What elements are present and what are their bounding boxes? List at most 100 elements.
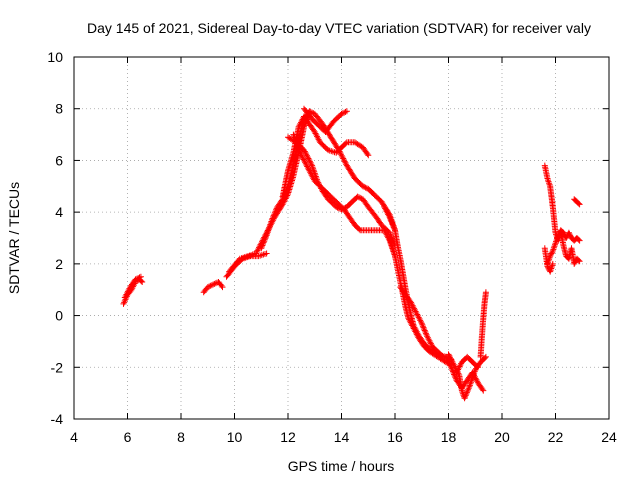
data-point — [204, 284, 211, 291]
data-point — [362, 184, 369, 191]
data-point — [293, 139, 300, 145]
data-point — [306, 158, 313, 165]
data-point — [462, 392, 469, 399]
data-point — [338, 110, 345, 117]
data-point — [261, 236, 268, 243]
data-point — [389, 221, 396, 228]
chart-title: Day 145 of 2021, Sidereal Day-to-day VTE… — [87, 20, 591, 36]
data-point — [480, 387, 487, 394]
data-point — [359, 183, 366, 190]
data-point — [563, 235, 570, 241]
data-point — [548, 250, 555, 257]
data-point — [300, 156, 307, 163]
data-point — [342, 140, 349, 147]
data-point — [303, 162, 310, 169]
data-point — [575, 257, 582, 264]
data-point — [549, 260, 556, 267]
data-points — [120, 105, 583, 402]
data-point — [278, 197, 285, 204]
data-point — [481, 355, 488, 361]
x-tick-label: 14 — [334, 429, 350, 445]
y-tick-label: 6 — [55, 152, 63, 168]
data-point — [341, 158, 348, 165]
data-point — [271, 209, 278, 216]
data-point — [576, 201, 583, 208]
data-point — [208, 282, 215, 289]
data-point — [210, 281, 217, 288]
data-point — [302, 160, 309, 167]
data-point — [389, 220, 395, 227]
data-point — [571, 259, 578, 266]
data-point — [341, 109, 348, 116]
data-point — [473, 363, 480, 370]
data-point — [273, 206, 280, 213]
x-tick-label: 20 — [494, 429, 510, 445]
data-point — [567, 232, 574, 239]
data-point — [576, 258, 583, 265]
data-point — [474, 364, 481, 371]
x-tick-label: 18 — [441, 429, 457, 445]
data-point — [544, 263, 551, 270]
data-point — [575, 200, 582, 207]
data-point — [560, 229, 567, 236]
data-point — [306, 157, 313, 163]
y-tick-label: -2 — [51, 359, 64, 375]
data-point — [479, 386, 486, 393]
x-tick-label: 12 — [280, 429, 296, 445]
data-point — [207, 282, 214, 289]
grid-lines — [74, 57, 609, 419]
data-point — [356, 226, 363, 233]
data-point — [132, 276, 139, 283]
y-tick-label: 4 — [55, 204, 63, 220]
data-point — [482, 353, 489, 360]
data-point — [419, 321, 426, 328]
data-point — [391, 225, 398, 232]
x-tick-label: 10 — [227, 429, 243, 445]
data-point — [361, 183, 368, 190]
data-point — [354, 193, 361, 200]
data-point — [308, 161, 315, 168]
data-point — [355, 194, 362, 201]
data-point — [482, 289, 489, 296]
data-point — [576, 237, 583, 244]
data-point — [211, 280, 218, 287]
data-point — [343, 108, 350, 115]
data-point — [387, 217, 394, 224]
data-point — [549, 249, 556, 256]
data-point — [260, 239, 267, 246]
data-point — [575, 236, 582, 243]
data-point — [419, 323, 426, 330]
x-tick-label: 22 — [548, 429, 564, 445]
data-point — [135, 275, 142, 282]
y-tick-label: 0 — [55, 308, 63, 324]
data-point — [139, 279, 146, 285]
x-tick-label: 8 — [177, 429, 185, 445]
data-point — [357, 194, 364, 201]
data-point — [422, 330, 429, 337]
data-point — [466, 383, 473, 390]
data-point — [298, 152, 305, 159]
data-point — [206, 283, 213, 290]
data-point — [555, 232, 562, 239]
data-point — [465, 386, 472, 393]
data-point — [268, 216, 275, 223]
data-point — [295, 144, 302, 151]
data-point — [364, 151, 371, 157]
data-point — [258, 243, 265, 250]
data-point — [137, 273, 144, 280]
data-point — [387, 215, 394, 222]
data-point — [421, 326, 428, 333]
y-tick-label: 2 — [55, 256, 63, 272]
data-point — [566, 231, 573, 238]
y-tick-label: -4 — [51, 411, 64, 427]
data-point — [342, 108, 349, 115]
data-point — [451, 372, 458, 379]
data-point — [339, 154, 346, 161]
data-point — [390, 224, 397, 231]
data-point — [464, 388, 471, 395]
data-point — [339, 110, 346, 117]
y-tick-label: 8 — [55, 101, 63, 117]
